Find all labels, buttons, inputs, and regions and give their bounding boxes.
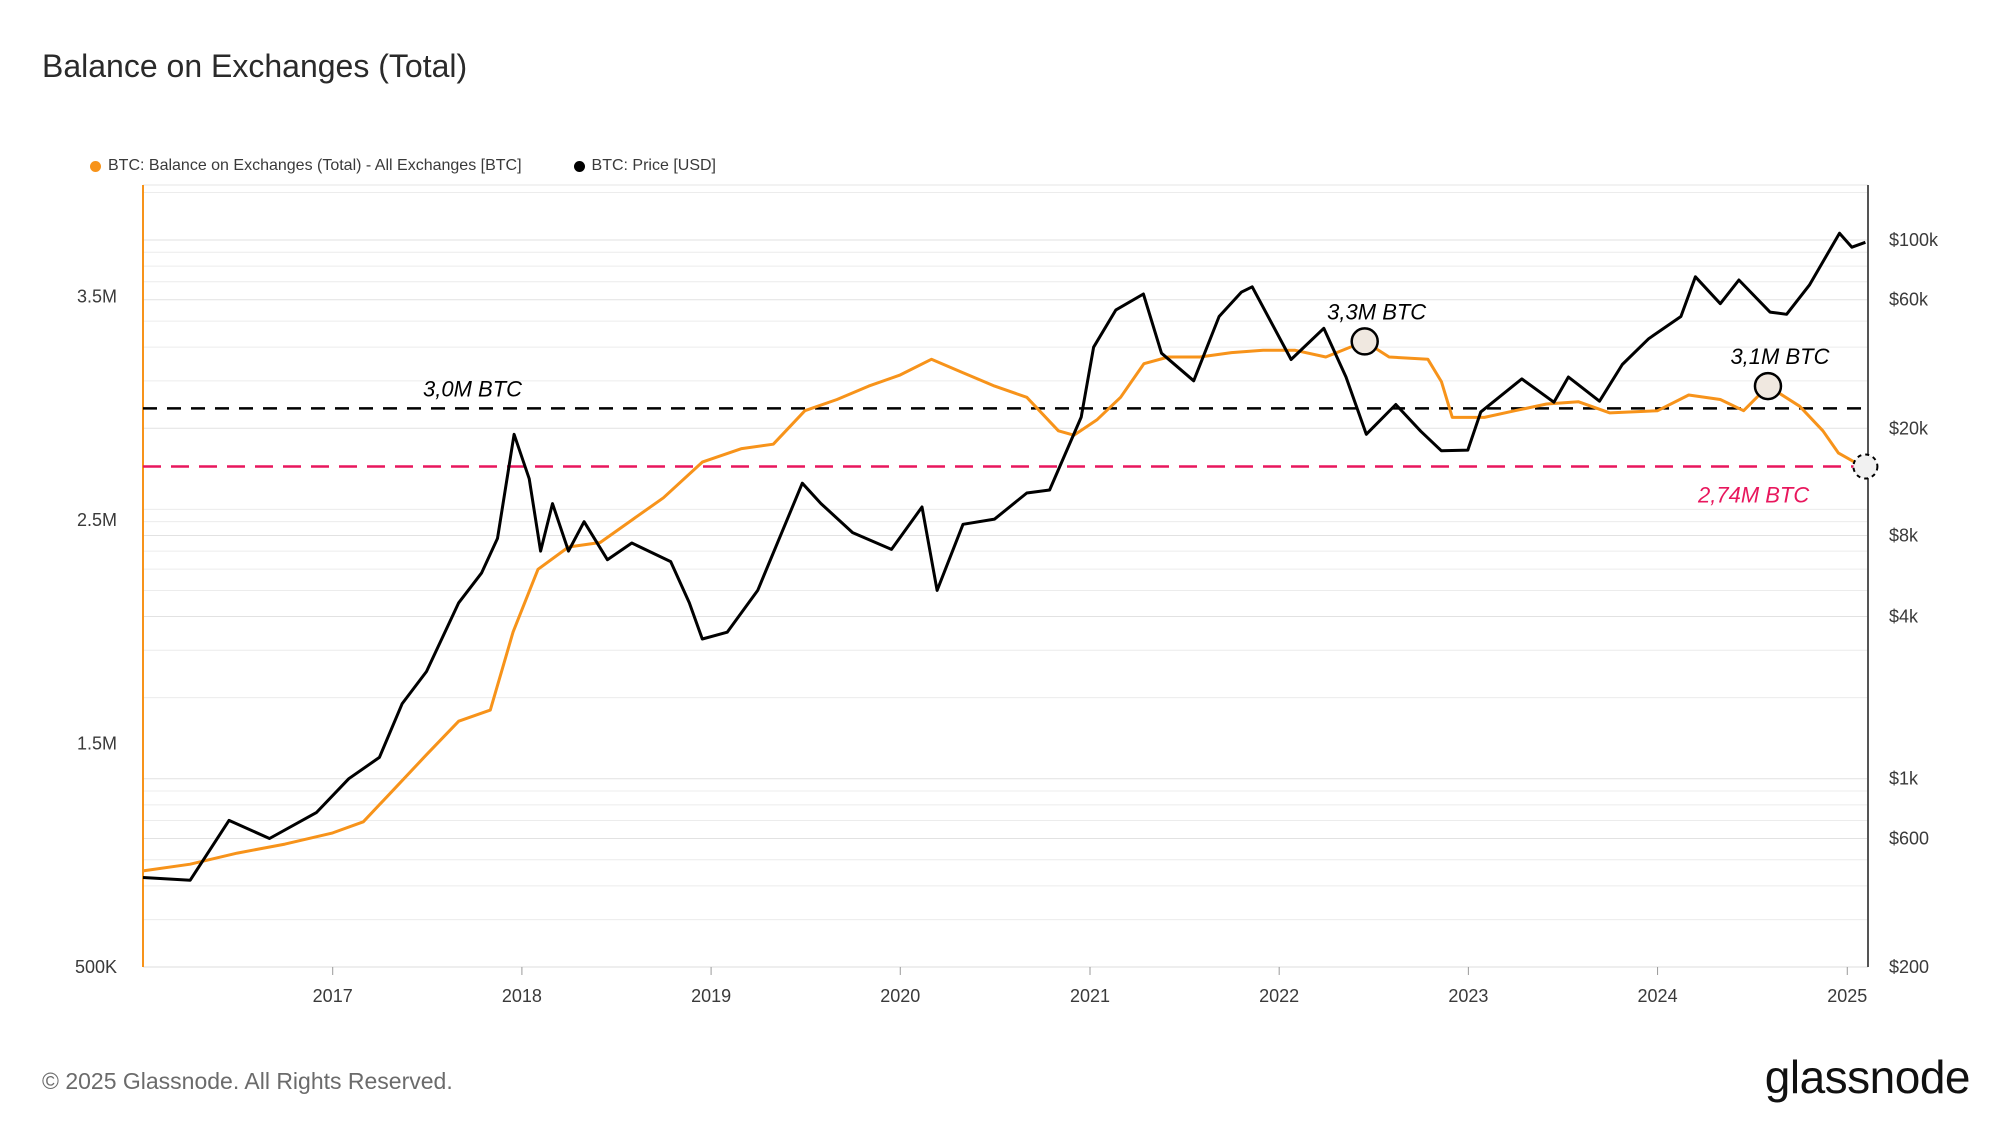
y-right-tick-label: $8k [1889, 525, 1919, 545]
x-tick-label: 2018 [502, 986, 542, 1006]
reference-label-3m: 3,0M BTC [423, 376, 522, 401]
y-left-tick-label: 1.5M [77, 734, 117, 754]
x-tick-label: 2022 [1259, 986, 1299, 1006]
y-right-tick-label: $200 [1889, 957, 1929, 977]
price-series-line [142, 231, 1866, 882]
x-tick-label: 2024 [1638, 986, 1678, 1006]
x-tick-label: 2020 [880, 986, 920, 1006]
legend-dot-price [573, 160, 585, 172]
x-tick-label: 2021 [1070, 986, 1110, 1006]
balance-series-line [142, 339, 1866, 873]
y-left-tick-label: 500K [75, 957, 117, 977]
y-right-tick-label: $20k [1889, 418, 1929, 438]
y-right-tick-label: $1k [1889, 769, 1919, 789]
x-tick-label: 2019 [691, 986, 731, 1006]
y-right-tick-label: $600 [1889, 828, 1929, 848]
legend-label-balance: BTC: Balance on Exchanges (Total) - All … [108, 157, 522, 174]
y-left-tick-label: 2.5M [77, 510, 117, 530]
x-tick-label: 2017 [313, 986, 353, 1006]
glassnode-logo: glassnode [1764, 1051, 1971, 1103]
legend-label-price: BTC: Price [USD] [591, 157, 716, 174]
y-right-tick-label: $4k [1889, 607, 1919, 627]
current-balance-marker [1852, 453, 1879, 480]
y-left-tick-label: 3.5M [77, 287, 117, 307]
x-tick-label: 2025 [1827, 986, 1867, 1006]
legend-dot-balance [90, 160, 101, 172]
peak-marker [1350, 327, 1379, 356]
reference-label-low: 2,74M BTC [1697, 483, 1809, 508]
legend: BTC: Balance on Exchanges (Total) - All … [90, 157, 716, 175]
legend-item-balance[interactable]: BTC: Balance on Exchanges (Total) - All … [90, 157, 522, 175]
y-right-tick-label: $100k [1889, 230, 1939, 250]
x-tick-label: 2023 [1448, 986, 1488, 1006]
peak-marker [1753, 371, 1783, 401]
peak-annotation-label: 3,1M BTC [1730, 344, 1829, 369]
y-right-tick-label: $60k [1889, 290, 1929, 310]
copyright-footer: © 2025 Glassnode. All Rights Reserved. [42, 1068, 453, 1094]
peak-annotation-label: 3,3M BTC [1327, 299, 1426, 324]
legend-item-price[interactable]: BTC: Price [USD] [573, 157, 716, 175]
chart-title: Balance on Exchanges (Total) [42, 48, 468, 84]
